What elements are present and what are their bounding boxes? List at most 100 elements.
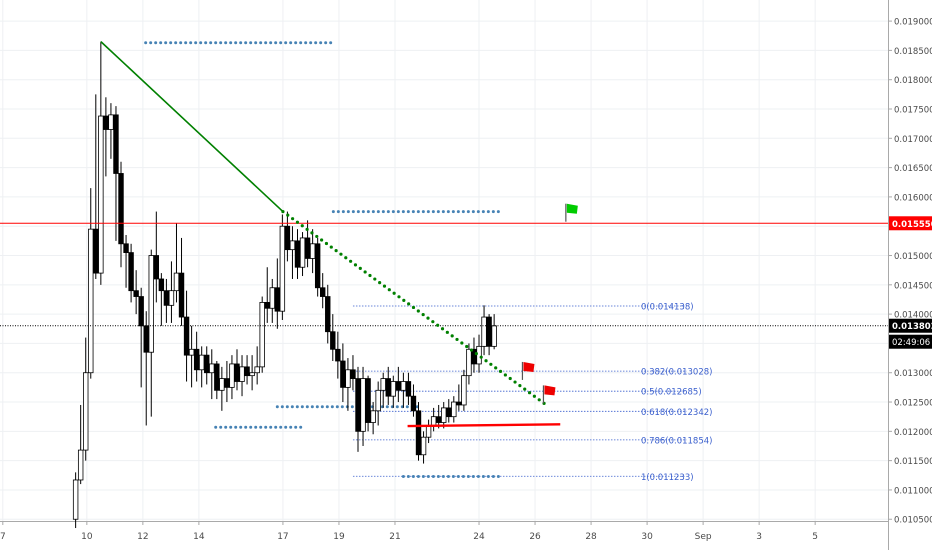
candle-body — [345, 369, 351, 388]
candle-body — [138, 296, 144, 327]
candle-body — [183, 316, 190, 356]
support-segment — [407, 423, 561, 428]
candle-body — [234, 363, 240, 382]
candle-body — [435, 416, 442, 423]
fib-level-label: 0.5(0.012685) — [641, 388, 702, 398]
current-price-label: 0.013802 — [892, 322, 932, 332]
fib-level-label: 0(0.014138) — [641, 303, 694, 313]
candle-body — [325, 296, 331, 333]
candle-body — [269, 287, 275, 309]
candle-body — [446, 407, 452, 418]
candle-body — [370, 410, 376, 423]
y-tick-label: 0.014500 — [894, 281, 932, 291]
price-tag-red — [889, 216, 932, 231]
candle-body — [103, 115, 109, 130]
fib-level-label: 1(0.011233) — [641, 473, 694, 483]
candle-body — [395, 381, 402, 391]
candle-body — [299, 237, 306, 268]
candle-body — [219, 378, 225, 391]
candle-body — [259, 302, 265, 368]
candle-body — [239, 366, 245, 382]
candle-body — [471, 348, 477, 365]
candle-body — [481, 316, 487, 347]
y-tick-label: 0.012500 — [894, 399, 932, 409]
x-tick-label: 19 — [333, 532, 345, 542]
candle-body — [425, 425, 432, 438]
candle-body — [72, 479, 79, 520]
candle-body — [77, 449, 84, 481]
candle-body — [330, 331, 336, 350]
countdown-label: 02:49:06 — [892, 338, 930, 348]
x-tick-label: 30 — [641, 532, 653, 542]
candle-body — [279, 225, 286, 312]
x-tick-label: 21 — [389, 532, 400, 542]
candle-body — [143, 325, 149, 353]
candle-body — [88, 228, 94, 374]
candle-body — [128, 252, 134, 292]
candle-body — [123, 243, 129, 253]
candle-body — [385, 378, 391, 397]
y-tick-label: 0.013000 — [894, 369, 932, 379]
candle-body — [158, 278, 165, 292]
y-tick-label: 0.017500 — [894, 106, 932, 116]
candle-body — [420, 436, 427, 456]
candle-body — [93, 228, 99, 274]
candle-body — [209, 363, 215, 374]
x-tick-label: 14 — [193, 532, 205, 542]
y-tick-label: 0.016000 — [894, 193, 932, 203]
candle-body — [476, 345, 482, 365]
candle-body — [229, 363, 235, 388]
fib-level-label: 0.618(0.012342) — [641, 408, 713, 418]
candle-body — [355, 378, 361, 432]
y-tick-label: 0.011000 — [894, 486, 932, 496]
candle-body — [118, 173, 124, 245]
candle-body — [390, 381, 396, 397]
y-tick-label: 0.016500 — [894, 164, 932, 174]
candle-body — [400, 381, 407, 391]
x-tick-label: Sep — [695, 532, 712, 542]
candle-body — [264, 302, 270, 309]
candle-body — [410, 395, 417, 412]
candle-body — [173, 272, 180, 292]
candle-body — [214, 363, 220, 391]
candle-body — [249, 372, 255, 377]
candle-body — [340, 360, 346, 388]
flag-icon — [523, 361, 535, 372]
candle-body — [415, 410, 422, 456]
trendline-dotted — [281, 209, 548, 407]
candle-body — [491, 325, 497, 347]
fib-level-label: 0.786(0.011854) — [641, 436, 713, 446]
candle-body — [254, 366, 260, 374]
y-tick-label: 0.018500 — [894, 47, 932, 57]
fib-level-label: 0.382(0.013028) — [641, 368, 713, 378]
x-tick-label: 26 — [529, 532, 541, 542]
candle-body — [466, 348, 472, 377]
candle-body — [168, 290, 175, 306]
candle-body — [148, 255, 154, 353]
candle-body — [178, 272, 185, 318]
y-tick-label: 0.011500 — [894, 457, 932, 467]
candle-body — [320, 287, 326, 297]
trendline-solid — [100, 41, 284, 213]
candle-body — [98, 115, 104, 274]
y-tick-label: 0.012000 — [894, 428, 932, 438]
x-tick-label: 12 — [137, 532, 148, 542]
x-tick-label: 28 — [585, 532, 597, 542]
candle-body — [309, 243, 316, 259]
candle-body — [163, 290, 170, 306]
y-tick-label: 0.014000 — [894, 311, 932, 321]
y-tick-label: 0.015000 — [894, 252, 932, 262]
candle-body — [289, 240, 296, 251]
candle-body — [133, 290, 139, 297]
countdown-tag — [889, 334, 932, 349]
candle-body — [461, 375, 467, 406]
y-tick-label: 0.010500 — [894, 516, 932, 526]
candle-body — [430, 416, 437, 426]
x-tick-label: 17 — [277, 532, 288, 542]
y-tick-label: 0.019000 — [894, 18, 932, 28]
candle-body — [486, 316, 492, 347]
candle-body — [314, 243, 321, 289]
candle-body — [198, 354, 205, 371]
